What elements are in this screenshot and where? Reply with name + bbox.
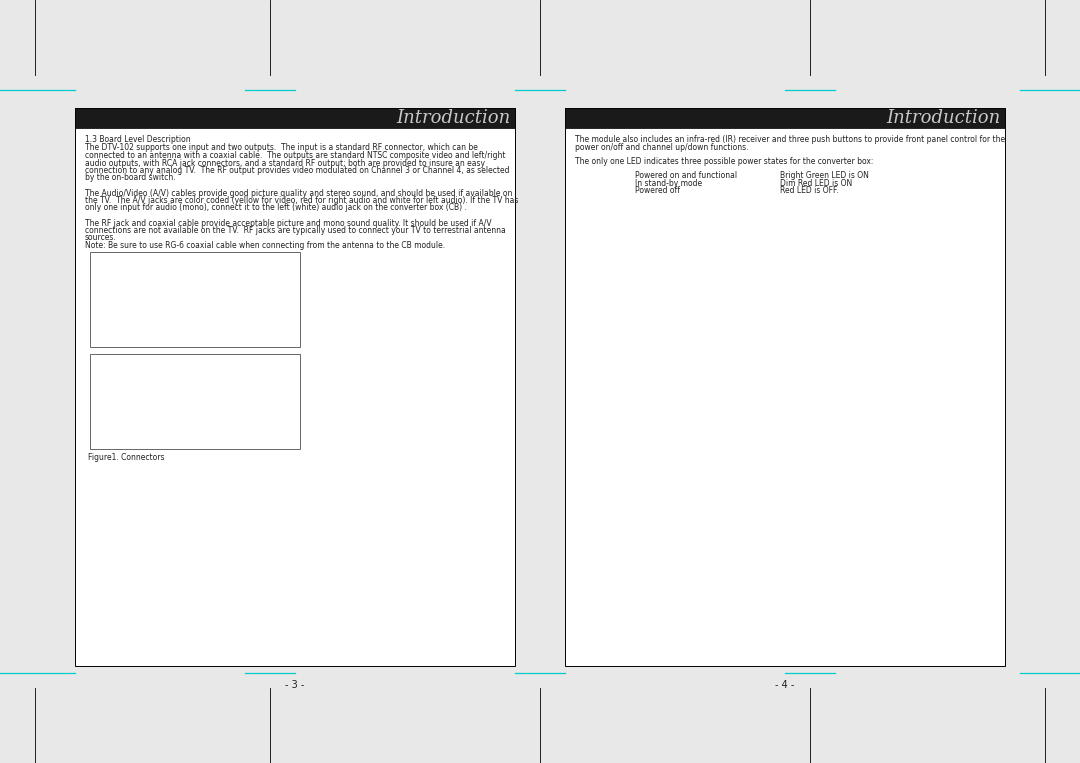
Text: The DTV-102 supports one input and two outputs.  The input is a standard RF conn: The DTV-102 supports one input and two o… — [85, 143, 477, 153]
Text: Bright Green LED is ON: Bright Green LED is ON — [780, 171, 869, 180]
Text: Introduction: Introduction — [887, 109, 1001, 127]
Text: Powered on and functional: Powered on and functional — [635, 171, 738, 180]
Bar — [565, 108, 1005, 128]
Text: sources.: sources. — [85, 233, 117, 243]
Text: - 4 -: - 4 - — [775, 680, 795, 690]
Text: the TV.  The A/V jacks are color coded (yellow for video, red for right audio an: the TV. The A/V jacks are color coded (y… — [85, 196, 518, 205]
Text: - 3 -: - 3 - — [285, 680, 305, 690]
Text: 1.3 Board Level Description: 1.3 Board Level Description — [85, 135, 191, 144]
Bar — [90, 252, 300, 346]
Text: Dim Red LED is ON: Dim Red LED is ON — [780, 179, 852, 188]
Text: Red LED is OFF.: Red LED is OFF. — [780, 186, 838, 195]
Text: The module also includes an infra-red (IR) receiver and three push buttons to pr: The module also includes an infra-red (I… — [575, 135, 1005, 144]
Text: connections are not available on the TV.  RF jacks are typically used to connect: connections are not available on the TV.… — [85, 226, 505, 235]
Text: Figure1. Connectors: Figure1. Connectors — [87, 453, 164, 462]
Text: The RF jack and coaxial cable provide acceptable picture and mono sound quality.: The RF jack and coaxial cable provide ac… — [85, 218, 491, 227]
Text: The only one LED indicates three possible power states for the converter box:: The only one LED indicates three possibl… — [575, 157, 874, 166]
Text: only one input for audio (mono), connect it to the left (white) audio jack on th: only one input for audio (mono), connect… — [85, 204, 467, 213]
Text: audio outputs, with RCA jack connectors, and a standard RF output; both are prov: audio outputs, with RCA jack connectors,… — [85, 159, 485, 168]
Text: Note: Be sure to use RG-6 coaxial cable when connecting from the antenna to the : Note: Be sure to use RG-6 coaxial cable … — [85, 241, 445, 250]
Text: The Audio/Video (A/V) cables provide good picture quality and stereo sound, and : The Audio/Video (A/V) cables provide goo… — [85, 188, 512, 198]
Text: Powered off: Powered off — [635, 186, 680, 195]
Text: connected to an antenna with a coaxial cable.  The outputs are standard NTSC com: connected to an antenna with a coaxial c… — [85, 151, 505, 160]
Text: connection to any analog TV.  The RF output provides video modulated on Channel : connection to any analog TV. The RF outp… — [85, 166, 510, 175]
Text: power on/off and channel up/down functions.: power on/off and channel up/down functio… — [575, 143, 748, 152]
Bar — [90, 353, 300, 449]
Text: Introduction: Introduction — [396, 109, 511, 127]
Text: by the on-board switch.: by the on-board switch. — [85, 173, 176, 182]
Bar — [565, 108, 1005, 666]
Bar — [75, 108, 515, 128]
Text: In stand-by mode: In stand-by mode — [635, 179, 702, 188]
Bar — [75, 108, 515, 666]
